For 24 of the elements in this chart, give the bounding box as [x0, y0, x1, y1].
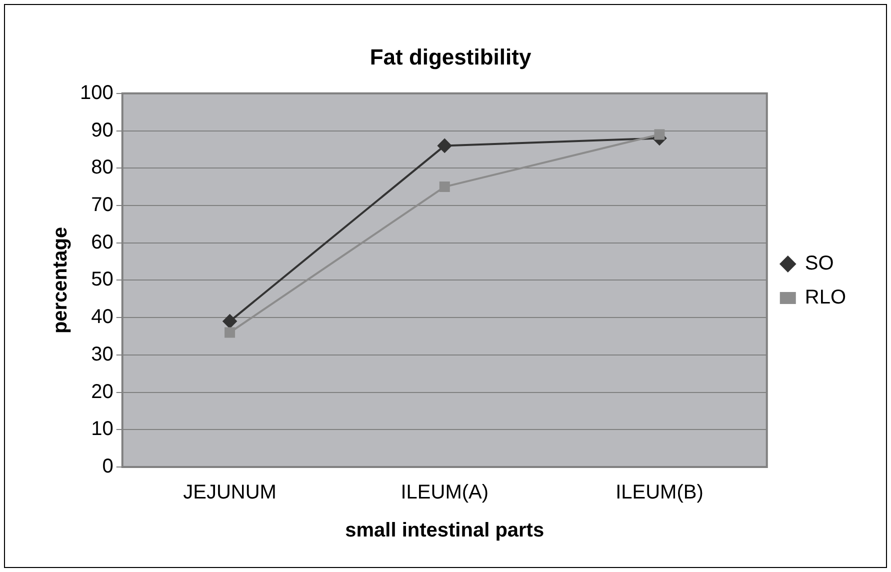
- x-tick-label: ILEUM(A): [400, 482, 489, 504]
- x-tick-label: ILEUM(B): [616, 482, 704, 504]
- y-tick-label: 100: [80, 82, 114, 104]
- y-tick-label: 70: [91, 194, 114, 216]
- y-tick-label: 50: [91, 268, 114, 291]
- x-tick-label: JEJUNUM: [183, 482, 276, 504]
- y-tick-label: 10: [91, 418, 114, 440]
- y-tick-label: 80: [91, 156, 114, 179]
- point: [439, 182, 450, 192]
- legend-label: SO: [804, 252, 834, 275]
- point: [224, 327, 236, 338]
- point: [222, 314, 237, 328]
- y-tick-label: 0: [102, 456, 114, 478]
- legend-label: RLO: [804, 286, 846, 309]
- y-axis-title: percentage: [50, 226, 72, 334]
- y-tick-label: 40: [91, 306, 114, 328]
- chart-title: Fat digestibility: [370, 44, 532, 70]
- y-tick-label: 60: [91, 231, 114, 254]
- y-tick-label: 30: [91, 343, 114, 366]
- y-tick-label: 20: [91, 380, 114, 403]
- x-axis-title: small intestinal parts: [345, 520, 544, 542]
- point: [654, 129, 665, 140]
- point: [438, 138, 452, 153]
- y-tick-label: 90: [91, 119, 114, 142]
